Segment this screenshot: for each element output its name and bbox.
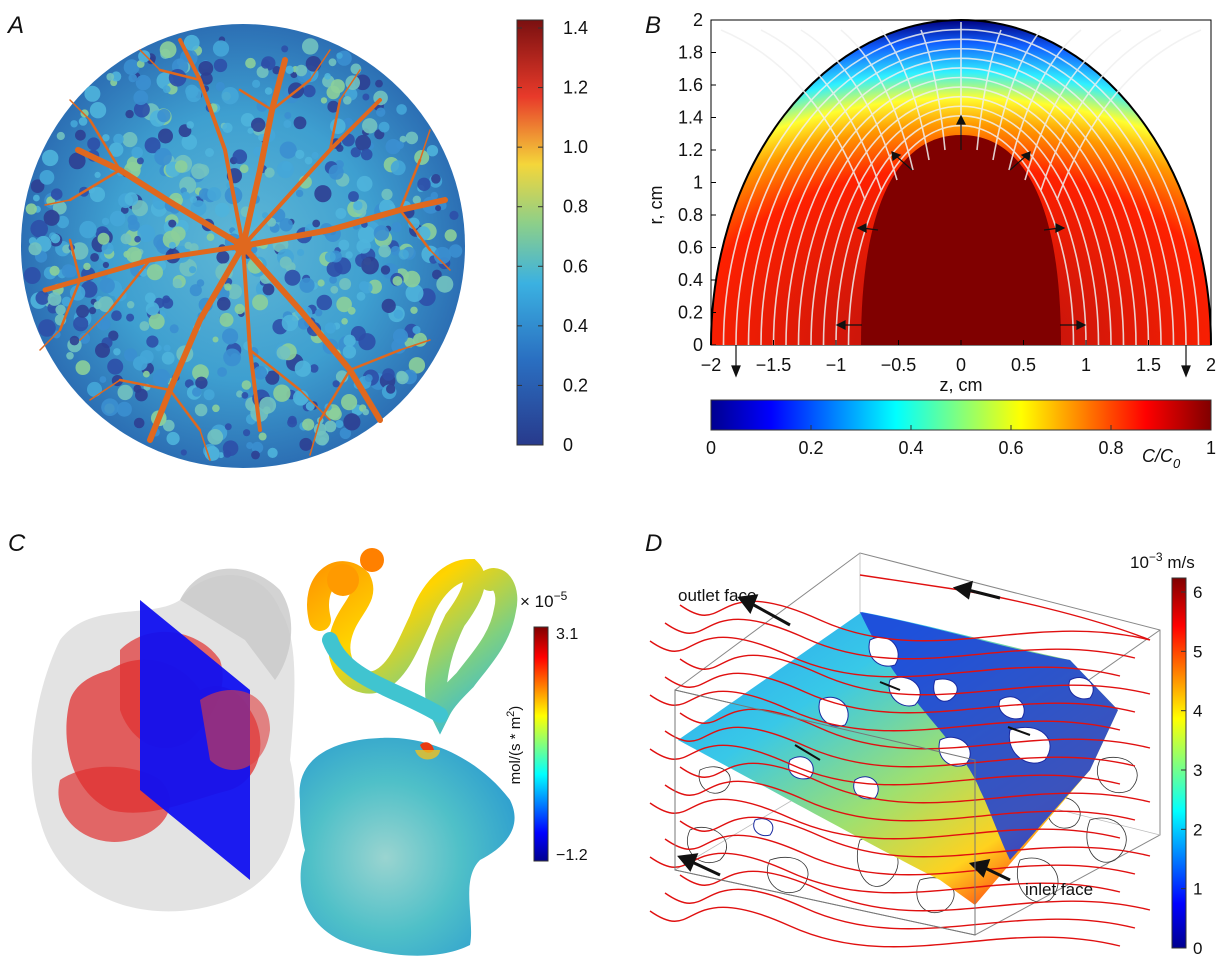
panel-b-letter: B — [645, 12, 661, 39]
b-x-tick: 0 — [956, 355, 966, 375]
streamlines — [720, 22, 1202, 346]
c-colorbar-max: 3.1 — [556, 626, 578, 643]
flow-direction-arrows — [677, 580, 1031, 882]
d-colorbar-tick: 3 — [1193, 761, 1202, 780]
colorbar-b: 0 0.2 0.4 0.6 0.8 1 C/C0 — [706, 399, 1216, 471]
b-x-tick: −0.5 — [881, 355, 917, 375]
inlet-face-label: inlet face — [1025, 880, 1093, 899]
b-x-tick: −2 — [701, 355, 722, 375]
b-colorbar-tick: 0.8 — [1098, 438, 1123, 458]
concentration-field — [710, 19, 1212, 378]
a-colorbar-tick: 0.2 — [563, 375, 588, 395]
b-colorbar-tick: 0.2 — [798, 438, 823, 458]
colorbar-d: 10−3 m/s 6 5 4 3 2 1 0 — [1130, 550, 1202, 958]
d-colorbar-tick: 5 — [1193, 642, 1202, 661]
panel-c: C × 10−5 3.1 −1 — [8, 530, 588, 956]
a-colorbar-tick: 0 — [563, 435, 573, 455]
c-colorbar-unit: mol/(s * m2) — [505, 706, 524, 785]
b-y-tick: 1 — [693, 173, 703, 193]
d-colorbar-tick: 4 — [1193, 702, 1202, 721]
b-y-tick: 2 — [693, 10, 703, 30]
flux-arrows — [731, 114, 1191, 378]
a-colorbar-tick: 0.4 — [563, 316, 588, 336]
d-unit: 10−3 m/s — [1130, 550, 1195, 572]
flow-streamlines — [649, 574, 1151, 948]
c-scale-factor: × 10−5 — [520, 589, 568, 611]
surface-flux-top-render — [307, 548, 518, 735]
lung-sphere-render — [21, 24, 465, 468]
panel-a: A 1.4 1.2 1.0 0.8 0.6 0.4 0.2 0 — [6, 12, 588, 468]
b-x-tick: −1 — [826, 355, 847, 375]
panel-b: B 21.81.61.41.210.80.60.40.20−2 −1 — [645, 10, 1216, 471]
b-y-tick: 0.6 — [678, 238, 703, 258]
panel-d: D — [645, 530, 1202, 958]
b-colorbar-tick: 0.6 — [998, 438, 1023, 458]
b-y-tick: 1.8 — [678, 43, 703, 63]
pore-holes — [753, 636, 1094, 837]
vessel-tree — [39, 38, 451, 461]
a-colorbar-tick: 1.0 — [563, 137, 588, 157]
b-x-tick: 1 — [1081, 355, 1091, 375]
b-y-tick: 1.6 — [678, 75, 703, 95]
b-y-label: r, cm — [646, 186, 666, 225]
b-y-tick: 0 — [693, 335, 703, 355]
b-x-tick: 0.5 — [1011, 355, 1036, 375]
surface-flux-bottom-render — [299, 737, 515, 956]
panel-d-letter: D — [645, 530, 662, 557]
b-y-tick: 1.4 — [678, 108, 703, 128]
b-x-tick: 1.5 — [1136, 355, 1161, 375]
b-y-tick: 1.2 — [678, 140, 703, 160]
b-colorbar-tick: 1 — [1206, 438, 1216, 458]
colorbar-a: 1.4 1.2 1.0 0.8 0.6 0.4 0.2 0 — [516, 18, 588, 455]
porous-medium-box — [649, 552, 1161, 948]
b-y-tick: 0.8 — [678, 205, 703, 225]
c-colorbar-min: −1.2 — [556, 847, 588, 864]
panel-a-letter: A — [6, 12, 24, 39]
cutting-plane — [140, 600, 250, 880]
b-y-tick: 0.2 — [678, 303, 703, 323]
inner-source-region — [861, 135, 1061, 345]
d-colorbar-tick: 2 — [1193, 820, 1202, 839]
d-colorbar-tick: 0 — [1193, 939, 1202, 958]
a-colorbar-tick: 1.2 — [563, 78, 588, 98]
outlet-face-label: outlet face — [678, 586, 756, 605]
panel-c-letter: C — [8, 530, 26, 557]
b-colorbar-label: C/C0 — [1142, 446, 1181, 471]
b-x-tick: −1.5 — [756, 355, 792, 375]
d-colorbar-tick: 6 — [1193, 583, 1202, 602]
colorbar-c: × 10−5 3.1 −1.2 mol/(s * m2) — [505, 589, 588, 864]
transparent-volume-render — [31, 568, 295, 912]
b-x-label: z, cm — [940, 375, 983, 395]
a-colorbar-tick: 0.6 — [563, 256, 588, 276]
a-colorbar-tick: 1.4 — [563, 18, 588, 38]
b-y-tick: 0.4 — [678, 270, 703, 290]
d-colorbar-tick: 1 — [1193, 880, 1202, 899]
b-x-tick: 2 — [1206, 355, 1216, 375]
a-colorbar-tick: 0.8 — [563, 197, 588, 217]
b-colorbar-tick: 0.4 — [898, 438, 923, 458]
axes-b: 21.81.61.41.210.80.60.40.20−2 −1.5 −1 −0.5 0… — [678, 10, 1216, 375]
b-colorbar-tick: 0 — [706, 438, 716, 458]
